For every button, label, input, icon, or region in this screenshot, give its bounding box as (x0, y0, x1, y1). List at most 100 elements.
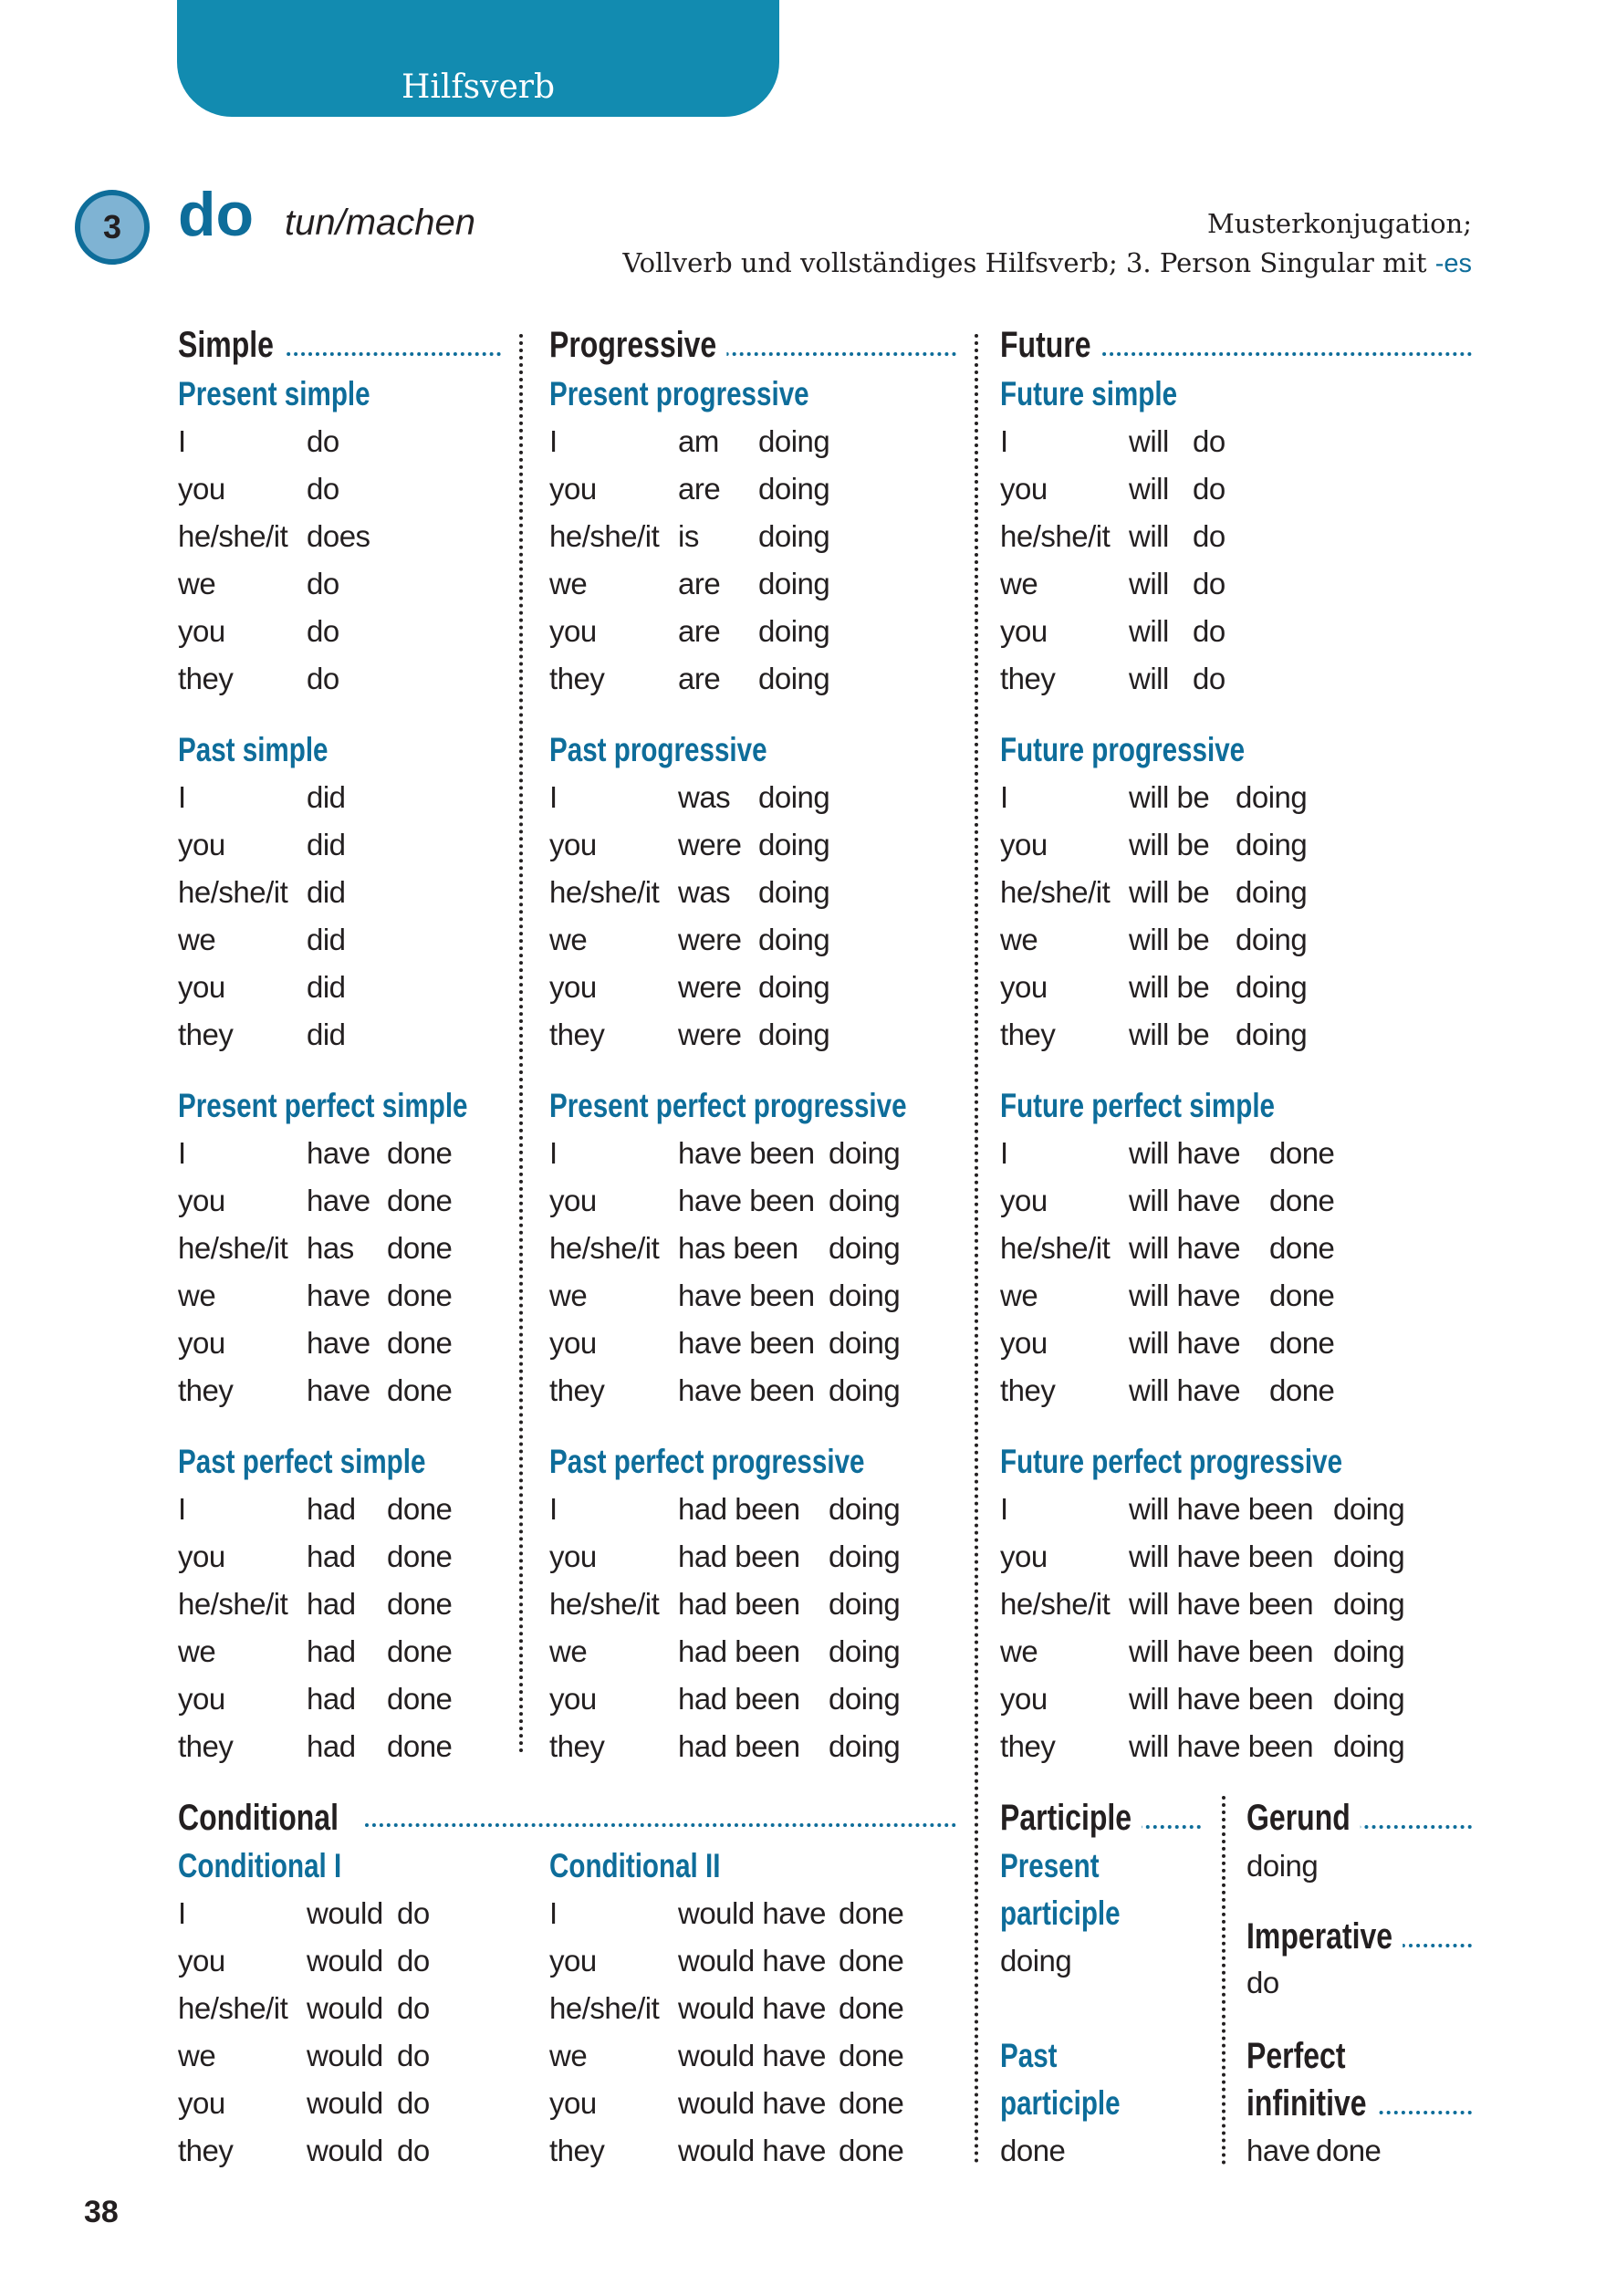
conjugation-cell: I (178, 780, 186, 814)
conjugation-cell: you (178, 1184, 225, 1217)
conjugation-cell: I (178, 1136, 186, 1170)
verb-translation: tun/machen (285, 203, 476, 243)
conjugation-cell: doing (1333, 1587, 1405, 1621)
conjugation-cell: he/she/it (1000, 1231, 1111, 1265)
section-heading-conditional-1: Conditional I (178, 1841, 395, 1892)
conjugation-cell: did (307, 875, 346, 909)
conjugation-cell: did (307, 970, 346, 1004)
conjugation-cell: doing (829, 1634, 901, 1668)
conjugation-cell: doing (829, 1587, 901, 1621)
heading-text: Simple (178, 319, 285, 370)
heading-text: Present perfect progressive (549, 1080, 917, 1132)
conjugation-cell: are (678, 614, 721, 648)
conjugation-cell: you (1000, 1682, 1048, 1716)
section-heading-future-progressive: Future progressive (1000, 725, 1319, 776)
past-participle-label: participle (1000, 2078, 1163, 2129)
conjugation-cell: had (307, 1634, 356, 1668)
conjugation-cell: have (307, 1136, 370, 1170)
conjugation-cell: I (178, 424, 186, 458)
conjugation-cell: I (549, 1136, 558, 1170)
conjugation-cell: done (1269, 1184, 1335, 1217)
section-heading-past-progressive: Past progressive (549, 725, 834, 776)
conjugation-cell: they (549, 662, 605, 695)
conjugation-cell: has been (678, 1231, 798, 1265)
conjugation-cell: were (678, 923, 742, 956)
conjugation-cell: doing (829, 1326, 901, 1360)
conjugation-cell: doing (758, 828, 830, 861)
conjugation-cell: have (307, 1326, 370, 1360)
conjugation-cell: I (549, 780, 558, 814)
dotted-leader (365, 1823, 956, 1827)
conjugation-cell: doing (829, 1373, 901, 1407)
conjugation-cell: are (678, 472, 721, 506)
heading-text: Past perfect progressive (549, 1436, 875, 1487)
conjugation-cell: do (397, 1991, 430, 2025)
conjugation-cell: they (549, 1373, 605, 1407)
conjugation-cell: I (549, 424, 558, 458)
conjugation-cell: he/she/it (549, 519, 660, 553)
conjugation-cell: will (1129, 567, 1169, 600)
section-heading-future-perfect-simple: Future perfect simple (1000, 1080, 1356, 1132)
conjugation-cell: they (549, 1018, 605, 1051)
conjugation-cell: you (1000, 614, 1048, 648)
conjugation-cell: will have (1129, 1326, 1241, 1360)
conjugation-cell: done (839, 1991, 904, 2025)
section-heading-present-simple: Present simple (178, 369, 431, 420)
conjugation-cell: had been (678, 1634, 800, 1668)
conjugation-cell: we (178, 923, 216, 956)
conjugation-cell: we (178, 1634, 216, 1668)
conjugation-cell: done (839, 2039, 904, 2072)
conjugation-cell: doing (829, 1231, 901, 1265)
conjugation-cell: I (178, 1492, 186, 1526)
section-heading-past-perfect-simple: Past perfect simple (178, 1436, 500, 1487)
conjugation-cell: they (178, 1018, 234, 1051)
column-divider (519, 334, 523, 1754)
verb-title: do (178, 180, 255, 249)
conjugation-cell: doing (1333, 1682, 1405, 1716)
conjugation-cell: doing (1333, 1539, 1405, 1573)
conjugation-cell: we (1000, 1278, 1038, 1312)
conjugation-cell: are (678, 567, 721, 600)
conjugation-cell: do (397, 1896, 430, 1930)
conjugation-cell: would have (678, 2086, 826, 2120)
conjugation-cell: will have (1129, 1184, 1241, 1217)
conjugation-cell: they (549, 1729, 605, 1763)
conjugation-cell: doing (758, 780, 830, 814)
conjugation-cell: do (397, 2134, 430, 2167)
conjugation-cell: he/she/it (178, 875, 288, 909)
conjugation-cell: will have been (1129, 1682, 1314, 1716)
conjugation-cell: would (307, 1896, 383, 1930)
present-participle-label: participle (1000, 1888, 1163, 1939)
conjugation-cell: do (397, 1944, 430, 1978)
conjugation-cell: had (307, 1729, 356, 1763)
heading-text: participle (1000, 1888, 1131, 1939)
conjugation-cell: I (178, 1896, 186, 1930)
column-divider (975, 334, 978, 2165)
conjugation-cell: would have (678, 1991, 826, 2025)
conjugation-cell: have been (678, 1184, 815, 1217)
conjugation-cell: will be (1129, 875, 1210, 909)
conjugation-cell: done (387, 1634, 453, 1668)
heading-text: infinitive (1246, 2078, 1377, 2129)
conjugation-cell: do (397, 2086, 430, 2120)
conjugation-cell: you (549, 1682, 597, 1716)
heading-text: Future perfect simple (1000, 1080, 1286, 1132)
conjugation-cell: doing (829, 1539, 901, 1573)
conjugation-cell: had been (678, 1587, 800, 1621)
conjugation-cell: do (1193, 614, 1225, 648)
column-title-simple: Simple (178, 319, 501, 370)
heading-text: Future (1000, 319, 1101, 370)
conjugation-cell: have been (678, 1278, 815, 1312)
description-line-1: Musterkonjugation; (1207, 208, 1472, 239)
conjugation-cell: would (307, 1944, 383, 1978)
conjugation-cell: done (1269, 1136, 1335, 1170)
conjugation-cell: you (178, 2086, 225, 2120)
heading-text: Conditional II (549, 1841, 731, 1892)
conjugation-cell: had (307, 1539, 356, 1573)
conjugation-cell: doing (829, 1729, 901, 1763)
heading-text: Participle (1000, 1792, 1142, 1843)
conjugation-cell: we (549, 923, 588, 956)
conjugation-cell: will have (1129, 1231, 1241, 1265)
conjugation-cell: will have been (1129, 1729, 1314, 1763)
conjugation-cell: done (839, 1896, 904, 1930)
